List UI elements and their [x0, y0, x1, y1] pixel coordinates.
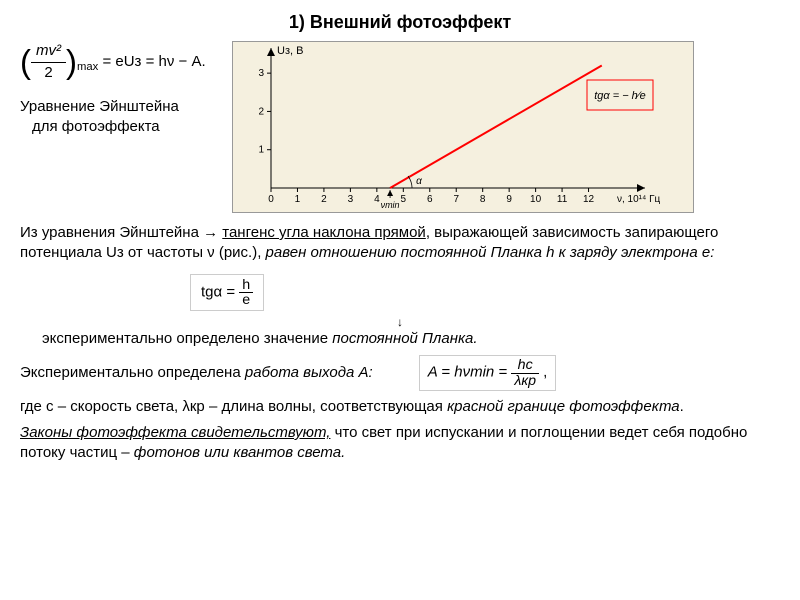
equation-column: (mv²2)max = eUз = hν − A. Уравнение Эйнш… [20, 41, 220, 136]
svg-text:6: 6 [427, 194, 433, 205]
chart: 0123456789101112123Uз, Вν, 10¹⁴ Гцανmint… [232, 41, 694, 213]
svg-text:3: 3 [258, 68, 264, 79]
svg-text:νmin: νmin [381, 200, 400, 210]
svg-text:2: 2 [321, 194, 327, 205]
svg-text:7: 7 [453, 194, 459, 205]
svg-text:1: 1 [295, 194, 301, 205]
paragraph-3: Экспериментально определена работа выход… [20, 355, 780, 391]
paragraph-5: Законы фотоэффекта свидетельствуют, что … [20, 423, 780, 464]
svg-text:9: 9 [506, 194, 512, 205]
equation-caption: Уравнение Эйнштейна для фотоэффекта [20, 97, 220, 136]
svg-text:12: 12 [583, 194, 595, 205]
paragraph-4: где с – скорость света, λкр – длина волн… [20, 397, 780, 417]
svg-text:1: 1 [258, 145, 264, 156]
arrow-down-icon: ↓ [20, 315, 780, 329]
svg-text:4: 4 [374, 194, 380, 205]
svg-text:ν, 10¹⁴ Гц: ν, 10¹⁴ Гц [617, 194, 661, 205]
svg-text:2: 2 [258, 106, 264, 117]
page-title: 1) Внешний фотоэффект [20, 12, 780, 33]
svg-text:tgα = − h⁄e: tgα = − h⁄e [594, 90, 646, 102]
svg-text:α: α [416, 176, 422, 187]
einstein-equation: (mv²2)max = eUз = hν − A. [20, 41, 220, 83]
svg-text:10: 10 [530, 194, 542, 205]
svg-text:5: 5 [401, 194, 407, 205]
svg-text:0: 0 [268, 194, 274, 205]
eq-tangent: tgα = he [190, 274, 264, 312]
svg-text:8: 8 [480, 194, 486, 205]
svg-text:Uз, В: Uз, В [277, 45, 303, 57]
svg-text:3: 3 [348, 194, 354, 205]
top-row: (mv²2)max = eUз = hν − A. Уравнение Эйнш… [20, 41, 780, 213]
svg-text:11: 11 [557, 194, 568, 205]
paragraph-2: экспериментально определено значение пос… [20, 329, 780, 349]
paragraph-1: Из уравнения Эйнштейна → тангенс угла на… [20, 223, 780, 264]
eq-work-function: A = hνmin = hcλкр , [419, 355, 557, 391]
